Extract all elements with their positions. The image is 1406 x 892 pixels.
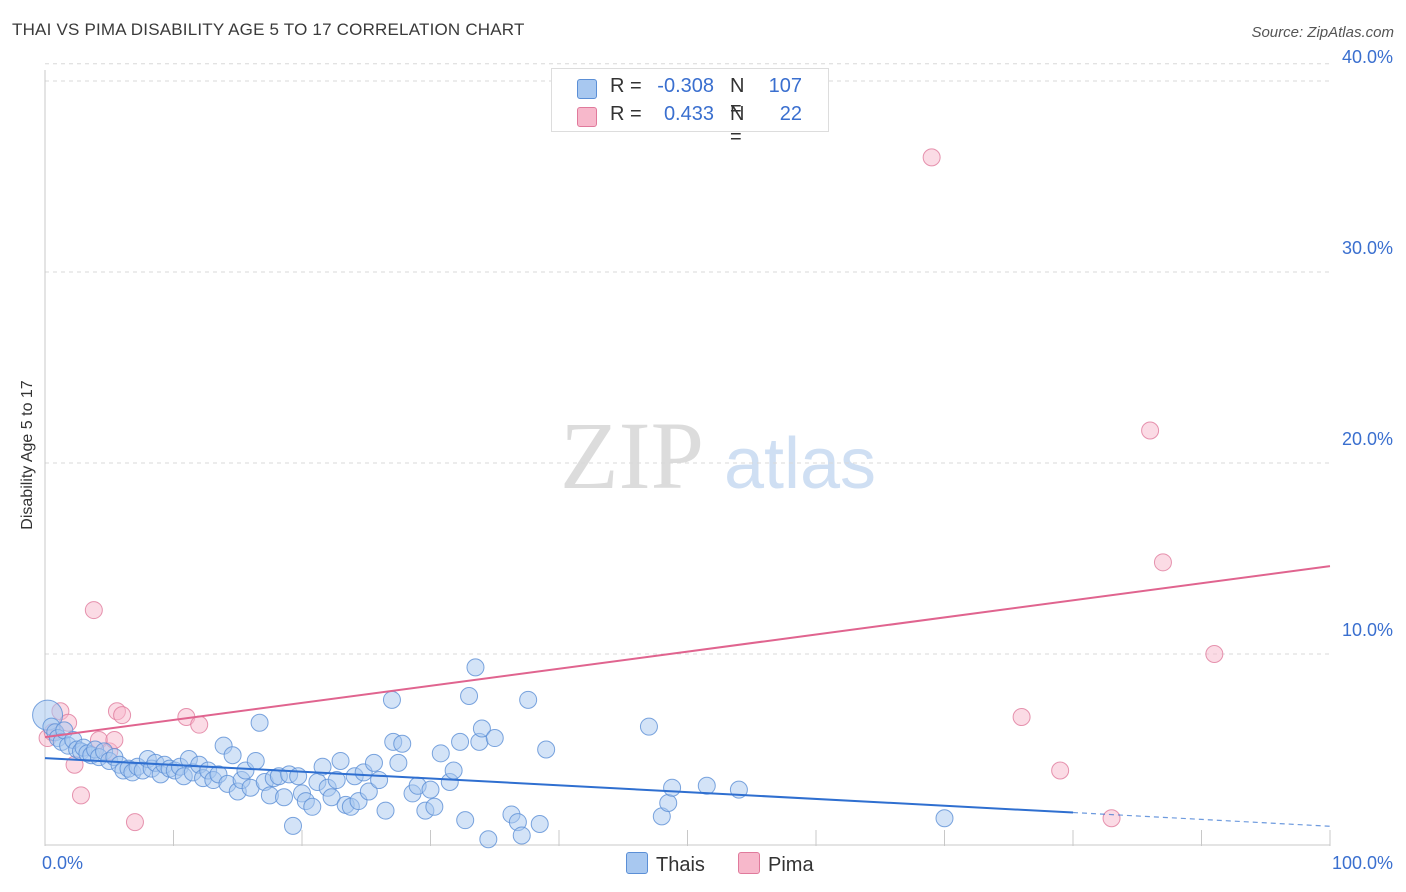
pima-point <box>922 148 941 167</box>
pima-point <box>1141 421 1160 440</box>
thai-point <box>275 788 294 807</box>
bottom-legend-swatch-pima <box>738 852 760 874</box>
y-tick-label: 30.0% <box>1342 238 1393 258</box>
thai-point <box>444 761 463 780</box>
thai-point <box>389 753 408 772</box>
thai-point <box>935 809 954 828</box>
pima-point <box>1205 645 1224 663</box>
x-tick-label-min: 0.0% <box>42 853 83 873</box>
pima-point <box>1102 809 1121 828</box>
thai-point <box>246 751 265 770</box>
thai-point <box>376 801 395 820</box>
legend-swatch-pima <box>577 107 597 127</box>
pima-trend-line <box>44 565 1331 739</box>
thai-point <box>223 746 242 765</box>
legend-n-value-pima: 22 <box>779 103 802 125</box>
thai-point <box>479 830 498 849</box>
thai-point <box>537 740 556 759</box>
watermark: ZIP atlas <box>560 402 876 509</box>
thai-point <box>466 658 485 677</box>
bottom-legend-swatch-thais <box>626 852 648 874</box>
legend-n-label: N = <box>730 103 745 148</box>
legend-swatch-thais <box>577 79 597 99</box>
pima-point <box>113 706 132 725</box>
thai-point <box>431 744 450 763</box>
thai-point <box>322 788 341 807</box>
thai-point <box>530 814 549 833</box>
pima-point <box>190 715 209 734</box>
thai-point <box>639 717 658 736</box>
watermark-atlas: atlas <box>724 424 876 504</box>
pima-point <box>1051 761 1070 780</box>
thai-point <box>284 816 303 835</box>
y-tick-label: 20.0% <box>1342 429 1393 449</box>
thai-point <box>472 719 491 738</box>
thai-point <box>382 690 401 709</box>
watermark-zip: ZIP <box>560 402 704 509</box>
legend-r-label: R = <box>610 103 642 125</box>
legend-r-value-pima: 0.433 <box>663 103 714 125</box>
pima-point <box>71 786 90 805</box>
y-tick-label: 40.0% <box>1342 47 1393 67</box>
pima-point <box>1153 553 1172 572</box>
pima-point <box>125 813 144 832</box>
thai-point <box>364 753 383 772</box>
x-tick-label-max: 100.0% <box>1332 853 1393 873</box>
thai-point <box>512 826 531 845</box>
thai-point <box>393 734 412 753</box>
thai-point <box>303 797 322 816</box>
legend-r-value-thais: -0.308 <box>657 75 714 97</box>
thai-point <box>250 713 269 732</box>
thai-point <box>485 729 504 748</box>
thai-point <box>697 776 716 795</box>
source-label: Source: ZipAtlas.com <box>1251 24 1394 41</box>
thai-point <box>460 687 479 706</box>
thai-point <box>663 778 682 797</box>
thai-point <box>456 811 475 830</box>
legend-n-label: N = <box>730 75 745 120</box>
pima-point <box>1012 708 1031 727</box>
legend-n-value-thais: 107 <box>768 75 802 97</box>
thai-point <box>659 793 678 812</box>
pima-point <box>84 601 103 620</box>
thai-trend-line <box>44 757 1074 814</box>
thai-point <box>519 690 538 709</box>
thai-point <box>425 797 444 816</box>
thai-trend-extension <box>1072 811 1331 827</box>
thai-point <box>331 751 350 770</box>
bottom-legend-label-pima: Pima <box>768 854 814 876</box>
bottom-legend-label-thais: Thais <box>656 854 705 876</box>
thai-point <box>359 782 378 801</box>
chart-title: THAI VS PIMA DISABILITY AGE 5 TO 17 CORR… <box>12 20 525 39</box>
y-tick-label: 10.0% <box>1342 620 1393 640</box>
thai-point <box>421 780 440 799</box>
thai-point <box>370 771 389 790</box>
bottom-legend-pima[interactable]: Pima <box>738 852 814 877</box>
bottom-legend-thais[interactable]: Thais <box>626 852 705 877</box>
legend-r-label: R = <box>610 75 642 97</box>
stats-legend: R = -0.308 N = 107 R = 0.433 N = 22 <box>551 68 829 148</box>
thai-point <box>327 771 346 790</box>
thai-point <box>313 757 332 776</box>
thai-point <box>451 732 470 751</box>
